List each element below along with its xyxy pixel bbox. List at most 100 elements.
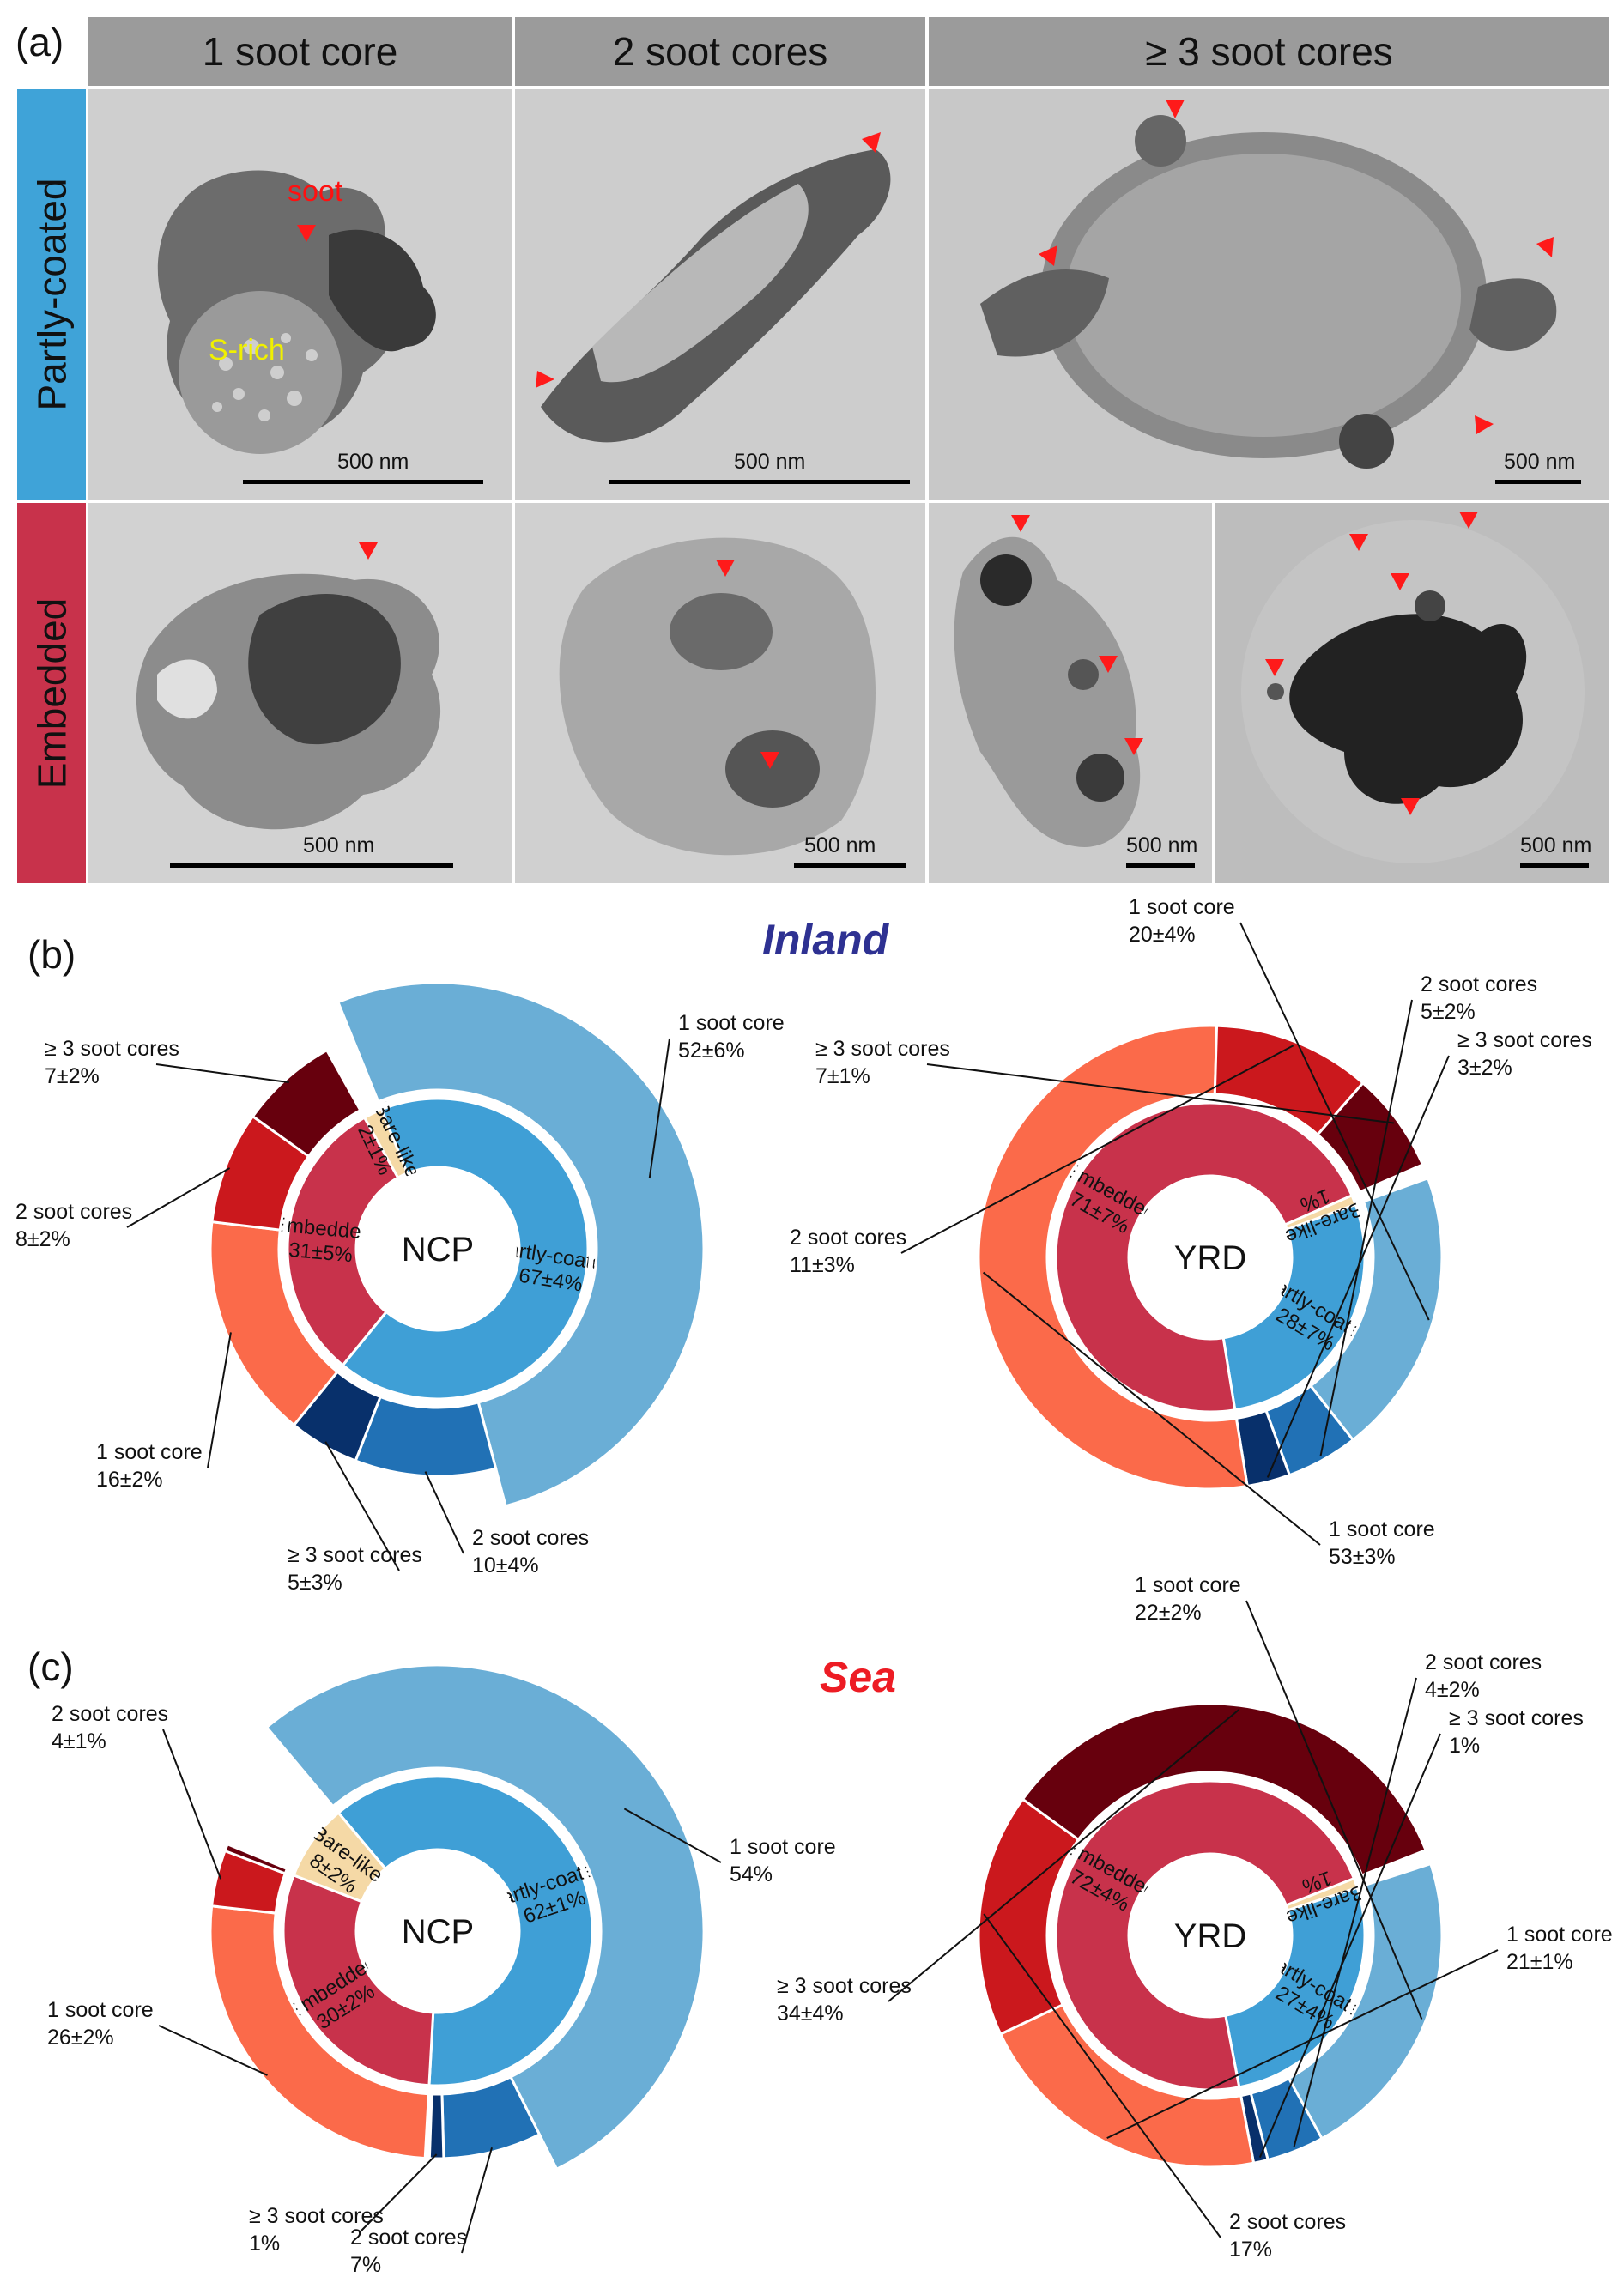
donut-center-label: YRD bbox=[1174, 1239, 1246, 1277]
outer-slice-name-label: 1 soot core bbox=[47, 1998, 154, 2022]
scale-bar bbox=[1126, 863, 1195, 868]
tem-image-embedded-1: 500 nm bbox=[88, 503, 512, 883]
scale-label: 500 nm bbox=[337, 450, 409, 474]
outer-slice-name-label: 1 soot core bbox=[1506, 1923, 1613, 1947]
outer-slice-name-label: 2 soot cores bbox=[15, 1200, 132, 1224]
outer-slice-value-label: 1% bbox=[1449, 1734, 1480, 1758]
soot-arrowhead bbox=[760, 752, 779, 769]
inner-slice-embedded bbox=[286, 1116, 400, 1367]
scale-bar bbox=[243, 480, 483, 484]
soot-arrowhead bbox=[536, 371, 554, 388]
row-header-embedded: Embedded bbox=[17, 503, 86, 883]
outer-slice-name-label: 2 soot cores bbox=[472, 1526, 589, 1550]
soot-annotation: soot bbox=[288, 175, 343, 208]
outer-slice-name-label: 2 soot cores bbox=[52, 1702, 168, 1726]
outer-slice-embedded-5 bbox=[1316, 1081, 1425, 1194]
leader-line bbox=[461, 2147, 493, 2254]
donut-center-label: NCP bbox=[402, 1913, 474, 1951]
outer-slice-embedded-3 bbox=[998, 2002, 1256, 2169]
soot-arrowhead bbox=[1011, 515, 1030, 532]
leader-line bbox=[155, 1063, 289, 1084]
outer-slice-value-label: 16±2% bbox=[96, 1468, 163, 1492]
soot-arrowhead bbox=[716, 560, 735, 577]
leader-line bbox=[126, 1167, 231, 1228]
inner-slice-partly-coated bbox=[336, 1775, 594, 2087]
donut-hole bbox=[359, 1170, 517, 1328]
outer-slice-name-label: ≥ 3 soot cores bbox=[1449, 1706, 1584, 1730]
outer-slice-name-label: ≥ 3 soot cores bbox=[1457, 1028, 1592, 1052]
outer-slice-value-label: 54% bbox=[730, 1862, 773, 1886]
leader-line bbox=[900, 1045, 1294, 1254]
outer-slice-name-label: ≥ 3 soot cores bbox=[815, 1037, 950, 1061]
outer-slice-name-label: 1 soot core bbox=[1135, 1573, 1241, 1597]
scale-label: 500 nm bbox=[1520, 833, 1592, 857]
outer-slice-partly-coated-0 bbox=[1287, 1862, 1444, 2141]
leader-line bbox=[982, 1271, 1321, 1546]
ring-separator bbox=[277, 1771, 598, 2092]
outer-slice-value-label: 8±2% bbox=[15, 1227, 70, 1251]
scale-label: 500 nm bbox=[1504, 450, 1576, 474]
outer-slice-value-label: 26±2% bbox=[47, 2026, 114, 2050]
outer-slice-name-label: 2 soot cores bbox=[790, 1226, 906, 1250]
leader-line bbox=[1239, 922, 1430, 1321]
outer-slice-name-label: 2 soot cores bbox=[1421, 972, 1537, 996]
leader-line bbox=[926, 1063, 1394, 1124]
outer-slice-name-label: ≥ 3 soot cores bbox=[45, 1037, 179, 1061]
scale-bar bbox=[1495, 480, 1581, 484]
outer-slice-embedded-3 bbox=[209, 1904, 430, 2160]
inner-slice-embedded bbox=[1054, 1779, 1356, 2092]
outer-slice-value-label: 7% bbox=[350, 2253, 381, 2277]
leader-line bbox=[162, 1729, 222, 1880]
donut-hole bbox=[1131, 1856, 1289, 2014]
tem-image-partly-2: 500 nm bbox=[515, 89, 925, 500]
ring-separator bbox=[1050, 1775, 1371, 2096]
leader-line bbox=[983, 1913, 1221, 2238]
leader-line bbox=[1319, 999, 1413, 1456]
outer-slice-name-label: 1 soot core bbox=[1129, 895, 1235, 919]
scale-bar bbox=[609, 480, 910, 484]
soot-arrowhead bbox=[1124, 738, 1143, 755]
column-header-1-core: 1 soot core bbox=[88, 17, 512, 86]
column-header-2-cores: 2 soot cores bbox=[515, 17, 925, 86]
inner-slice-bare-like bbox=[1283, 1193, 1358, 1232]
outer-slice-value-label: 3±2% bbox=[1457, 1056, 1512, 1080]
column-header-3plus-cores: ≥ 3 soot cores bbox=[929, 17, 1609, 86]
leader-line bbox=[623, 1808, 722, 1863]
outer-slice-name-label: 2 soot cores bbox=[1229, 2210, 1346, 2234]
s-rich-annotation: S-rich bbox=[209, 334, 285, 366]
tem-image-embedded-2: 500 nm bbox=[515, 503, 925, 883]
outer-slice-value-label: 7±2% bbox=[45, 1064, 100, 1088]
particle-embedded-3b bbox=[1241, 520, 1585, 863]
outer-slice-value-label: 20±4% bbox=[1129, 923, 1196, 947]
tem-image-partly-1: soot S-rich 500 nm bbox=[88, 89, 512, 500]
donut-hole bbox=[1131, 1178, 1289, 1336]
scale-label: 500 nm bbox=[804, 833, 876, 857]
particle-embedded-2 bbox=[559, 537, 876, 856]
soot-arrowhead bbox=[1459, 512, 1478, 529]
scale-label: 500 nm bbox=[1126, 833, 1198, 857]
soot-arrowhead bbox=[1391, 573, 1409, 590]
leader-line bbox=[207, 1332, 232, 1468]
soot-arrowhead bbox=[297, 225, 316, 242]
donut-chart-sea-ncp: Partly-coated62±1%Embedded30±2%Bare-like… bbox=[47, 1663, 836, 2277]
soot-arrowhead bbox=[1401, 798, 1420, 815]
particle-partly-1 bbox=[157, 170, 436, 454]
soot-arrowhead bbox=[1099, 656, 1118, 673]
leader-line bbox=[360, 2153, 438, 2232]
soot-arrow-layer bbox=[297, 100, 1554, 815]
inner-slice-bare-like bbox=[1284, 1876, 1360, 1912]
inner-slice-embedded bbox=[1054, 1101, 1354, 1414]
outer-slice-value-label: 7±1% bbox=[815, 1064, 870, 1088]
particle-embedded-3a bbox=[954, 536, 1141, 847]
donut-hole bbox=[359, 1852, 517, 2010]
outer-slice-partly-coated-0 bbox=[336, 981, 706, 1508]
particle-partly-2 bbox=[541, 149, 891, 443]
soot-arrowhead bbox=[1349, 534, 1368, 551]
ring-separator bbox=[282, 1093, 594, 1405]
outer-slice-name-label: ≥ 3 soot cores bbox=[249, 2204, 384, 2228]
donut-chart-inland-ncp: Partly-coated67±4%Embedded31±5%Bare-like… bbox=[15, 981, 785, 1595]
panel-label-c: (c) bbox=[27, 1644, 74, 1689]
leader-line bbox=[424, 1471, 464, 1554]
scale-bar bbox=[170, 863, 453, 868]
inner-slice-partly-coated bbox=[1221, 1202, 1366, 1412]
